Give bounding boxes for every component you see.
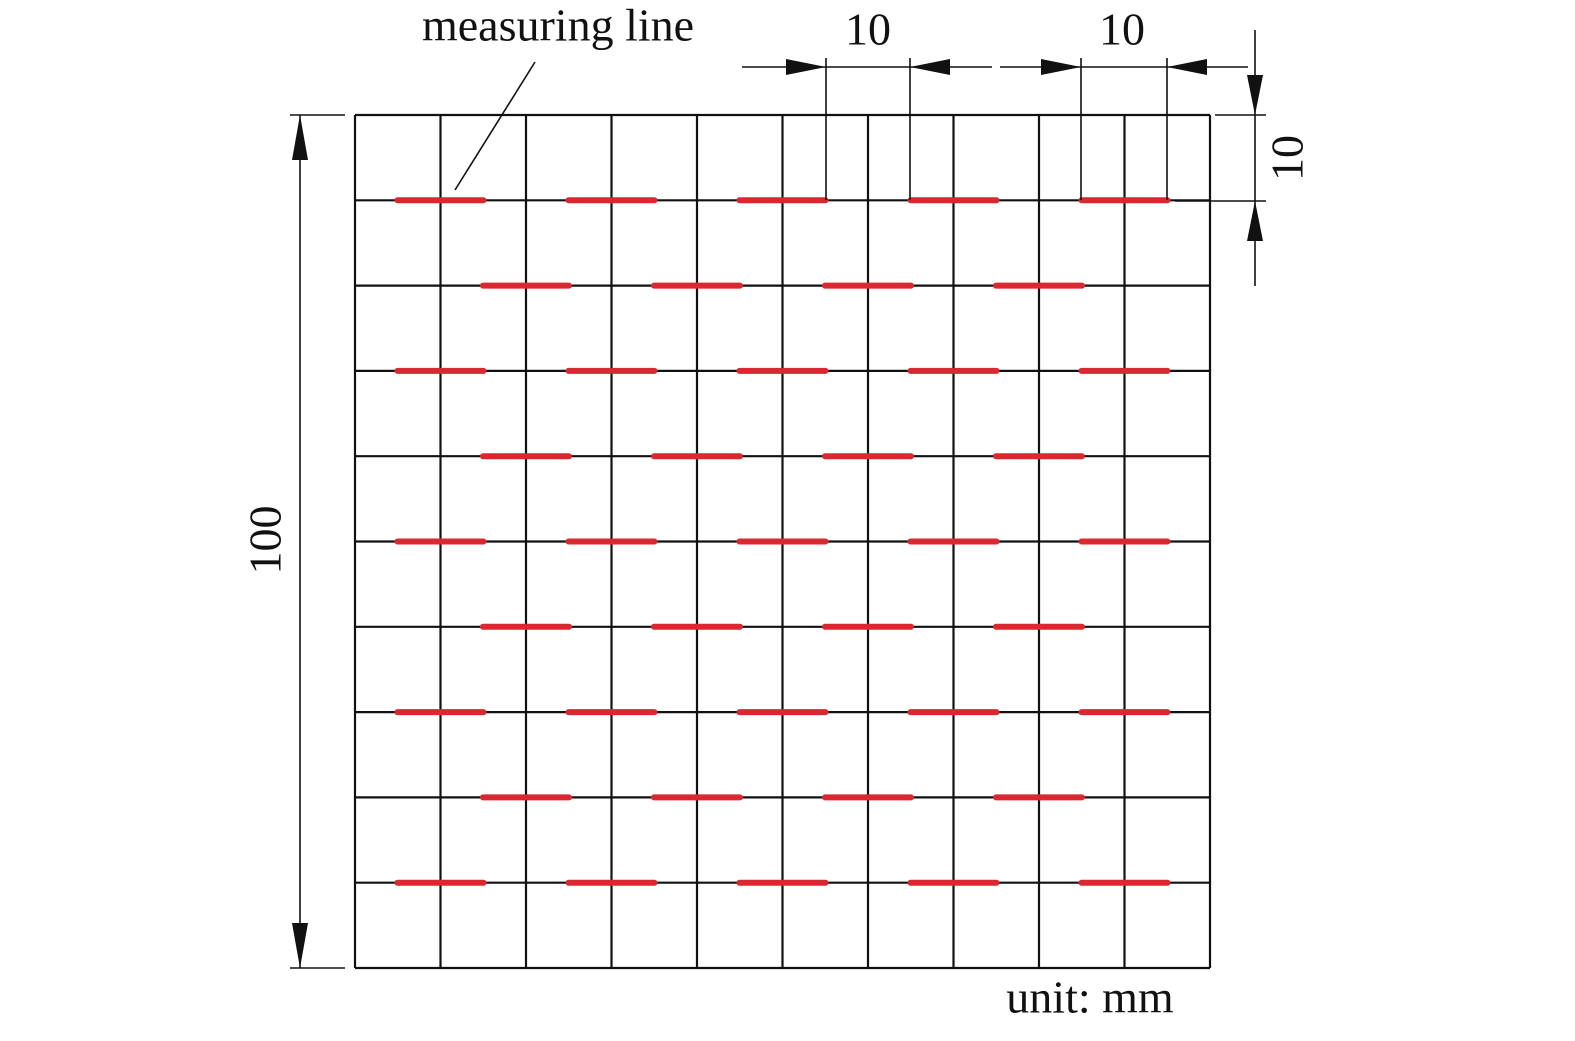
measuring-line-label: measuring line [422,0,694,51]
dimension-label: 10 [845,4,891,55]
dimension-label: 10 [1262,135,1313,181]
dimension-lines [290,30,1266,969]
unit-label: unit: mm [1006,972,1174,1023]
dimension-label: 10 [1099,4,1145,55]
measuring-lines [394,197,1171,886]
dimension-label: 100 [240,506,291,575]
